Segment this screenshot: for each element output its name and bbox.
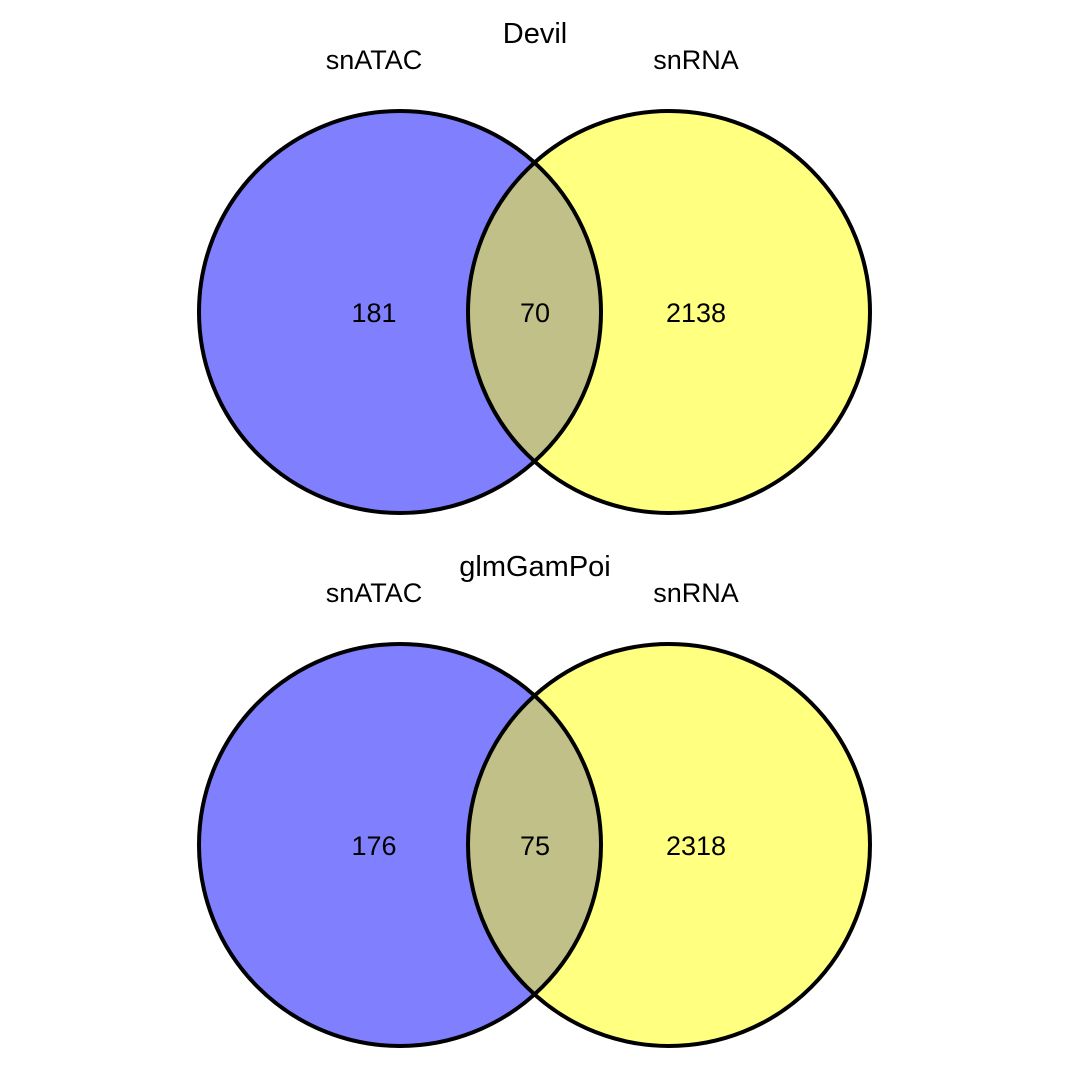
set-label-right: snRNA <box>653 45 739 75</box>
count-right-only: 2138 <box>666 298 726 328</box>
circle-left-outline <box>197 642 603 1048</box>
diagram-title: glmGamPoi <box>459 551 611 583</box>
venn-diagram-devil: Devil snATAC snRNA 181 70 2138 <box>0 0 1070 533</box>
count-right-only: 2318 <box>666 831 726 861</box>
circle-left-outline <box>197 109 603 515</box>
count-left-only: 181 <box>351 298 396 328</box>
count-overlap: 75 <box>520 831 550 861</box>
venn-svg-glmgampoi: glmGamPoi snATAC snRNA 176 75 2318 <box>197 551 872 1048</box>
set-label-left: snATAC <box>326 578 423 608</box>
overlap-region <box>468 111 601 513</box>
count-overlap: 70 <box>520 298 550 328</box>
venn-svg-devil: Devil snATAC snRNA 181 70 2138 <box>197 18 872 515</box>
venn-diagram-glmgampoi: glmGamPoi snATAC snRNA 176 75 2318 <box>0 533 1070 1066</box>
overlap-region <box>468 644 601 1046</box>
set-label-left: snATAC <box>326 45 423 75</box>
circle-right-outline <box>466 109 872 515</box>
diagram-title: Devil <box>503 18 567 50</box>
count-left-only: 176 <box>351 831 396 861</box>
set-label-right: snRNA <box>653 578 739 608</box>
circle-right-outline <box>466 642 872 1048</box>
